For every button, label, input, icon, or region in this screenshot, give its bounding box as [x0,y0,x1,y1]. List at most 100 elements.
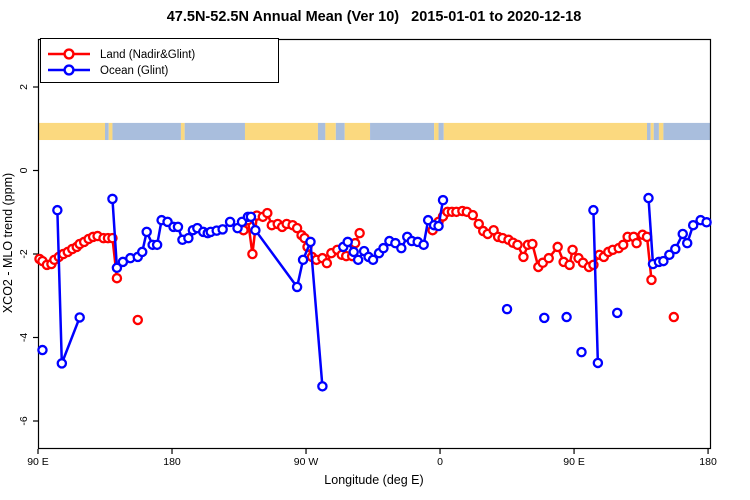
map-band-ocean-segment [438,122,444,141]
x-tick-label: 180 [163,456,181,468]
map-band-ocean-segment [105,122,109,141]
data-point-land-nadir-glint [631,237,642,249]
data-point-ocean-glint [141,226,152,238]
map-band-land-segment [443,122,648,141]
x-tick-label: 90 E [27,456,49,468]
data-point-land-nadir-glint [518,251,529,263]
data-point-land-nadir-glint [247,248,258,260]
data-point-land-nadir-glint [567,244,578,256]
data-point-ocean-glint [136,246,148,258]
data-point-ocean-glint [317,381,328,392]
data-point-ocean-glint [245,211,257,223]
data-point-ocean-glint [172,221,184,233]
data-point-ocean-glint [670,243,681,255]
map-band-land-segment [38,122,106,141]
data-point-land-nadir-glint [111,272,123,284]
data-point-ocean-glint [291,281,303,293]
data-point-ocean-glint [437,194,449,206]
data-point-ocean-glint [433,220,444,232]
map-band-ocean-segment [653,122,659,141]
data-point-ocean-glint [111,262,123,274]
data-point-ocean-glint [687,219,699,231]
data-point-land-nadir-glint [512,239,523,251]
data-point-land-nadir-glint [527,238,538,250]
data-point-ocean-glint [107,193,118,205]
data-point-ocean-glint [396,242,407,254]
data-point-land-nadir-glint [291,222,303,234]
y-tick-label: 2 [18,84,30,90]
data-point-land-nadir-glint [467,209,479,221]
data-point-ocean-glint [183,232,194,244]
x-tick-label: 90 W [294,456,319,468]
data-point-ocean-glint [681,237,693,249]
data-point-ocean-glint [658,255,669,267]
data-point-ocean-glint [418,239,429,251]
map-band-ocean-segment [647,122,651,141]
data-point-ocean-glint [501,303,513,315]
x-axis-title: Longitude (deg E) [324,473,423,487]
chart-title: 47.5N-52.5N Annual Mean (Ver 10) 2015-01… [167,9,582,25]
data-point-ocean-glint [539,312,550,324]
y-tick-label: -2 [18,249,30,258]
data-point-ocean-glint [677,228,689,240]
data-point-ocean-glint [588,204,599,216]
data-point-ocean-glint [250,224,261,236]
ocean-marker-icon [63,64,75,76]
series-line-ocean-glint [56,210,81,364]
map-band-land-segment [325,122,336,141]
plot-border [37,38,712,450]
data-point-ocean-glint [224,216,236,228]
data-point-ocean-glint [561,311,572,323]
data-point-ocean-glint [56,358,68,369]
series-line-ocean-glint [592,210,600,364]
y-tick-label: -6 [18,416,30,425]
chart-canvas: 90 E 180 90 W 0 90 E 180 2 0 -2 -4 -6 [18,38,717,468]
data-point-ocean-glint [342,236,353,248]
data-point-land-nadir-glint [617,239,629,251]
legend-item-land: Land (Nadir&Glint) [48,48,195,61]
data-point-land-nadir-glint [132,314,144,326]
data-point-land-nadir-glint [473,218,485,230]
data-point-ocean-glint [643,192,654,204]
data-point-ocean-glint [74,312,85,323]
legend-label-ocean: Ocean (Glint) [100,65,169,77]
data-point-land-nadir-glint [321,257,333,269]
map-band-land-segment [180,122,185,141]
map-band-land-segment [344,122,371,141]
map-band-land-segment [650,122,654,141]
x-tick-label: 180 [699,456,717,468]
series-line-ocean-glint [647,197,707,266]
data-point-ocean-glint [348,246,359,258]
data-point-ocean-glint [151,239,163,251]
data-point-ocean-glint [576,346,587,358]
data-point-ocean-glint [664,249,675,261]
y-tick-label: -4 [18,333,30,342]
data-point-ocean-glint [701,217,712,228]
map-band-ocean-segment [335,122,345,141]
data-point-land-nadir-glint [552,241,563,253]
data-point-land-nadir-glint [262,207,273,219]
data-point-ocean-glint [305,236,316,248]
legend-item-ocean: Ocean (Glint) [48,64,169,77]
map-band-ocean-segment [317,122,326,141]
y-tick-label: 0 [18,167,30,173]
map-band-ocean-segment [112,122,181,141]
map-band-land-segment [658,122,664,141]
y-axis-title: XCO2 - MLO trend (ppm) [1,173,15,313]
map-band-land-segment [434,122,439,141]
data-point-land-nadir-glint [668,311,680,323]
legend: Land (Nadir&Glint) Ocean (Glint) [40,38,279,83]
data-point-ocean-glint [37,344,48,356]
data-point-ocean-glint [611,307,623,319]
map-band-ocean-segment [370,122,435,141]
data-point-ocean-glint [367,254,379,266]
data-point-ocean-glint [592,357,604,369]
map-band-ocean-segment [663,122,710,141]
data-point-land-nadir-glint [543,252,554,264]
data-point-ocean-glint [52,204,63,216]
data-point-land-nadir-glint [564,259,575,271]
data-point-land-nadir-glint [354,227,365,239]
data-point-ocean-glint [297,254,309,266]
